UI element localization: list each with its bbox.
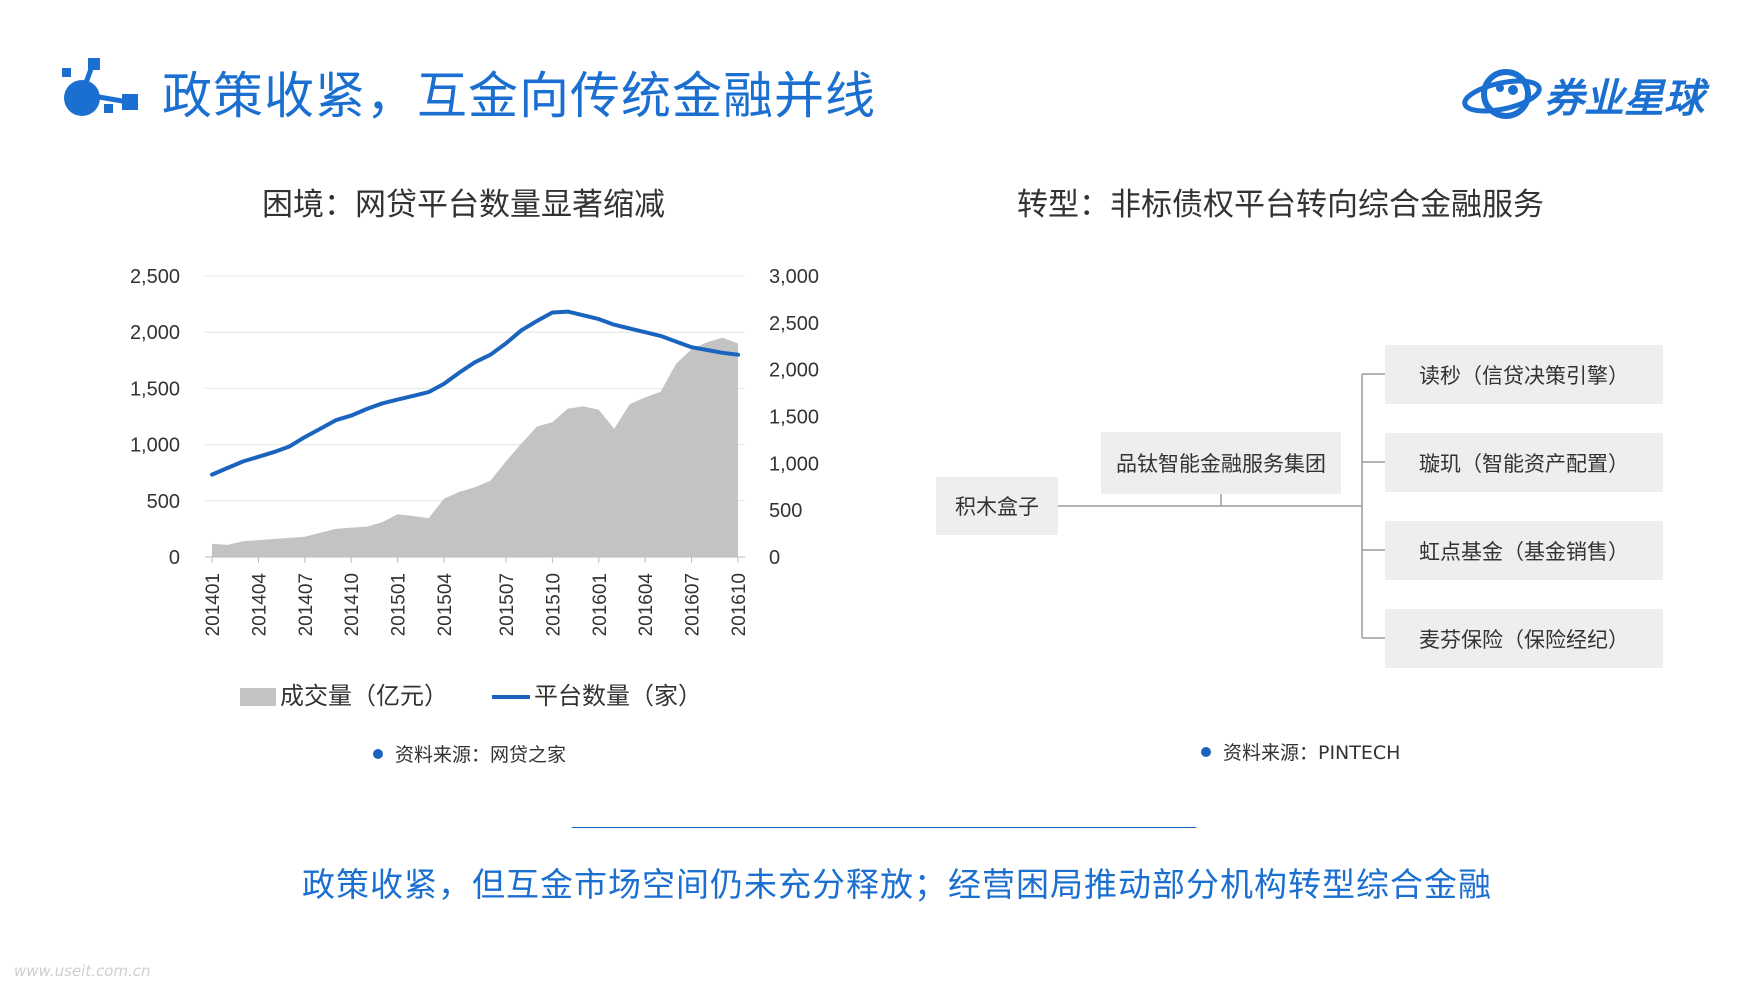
conclusion-text: 政策收紧，但互金市场空间仍未充分释放；经营困局推动部分机构转型综合金融	[302, 865, 1492, 904]
page-title: 政策收紧，互金向传统金融并线	[162, 67, 876, 125]
y-right-tick-label: 1,500	[769, 407, 819, 429]
tree-root-node: 积木盒子	[936, 477, 1058, 535]
y-left-tick-label: 1,000	[130, 435, 180, 457]
watermark: www.useit.com.cn	[14, 962, 151, 980]
x-tick-label: 201407	[296, 573, 317, 636]
x-tick-label: 201410	[342, 573, 363, 636]
left-chart-subtitle: 困境：网贷平台数量显著缩减	[262, 187, 665, 223]
area-series-volume	[212, 337, 738, 557]
y-left-tick-label: 2,000	[130, 322, 180, 344]
tree-child-node: 麦芬保险（保险经纪）	[1385, 609, 1663, 668]
planet-icon	[1462, 69, 1542, 119]
y-right-tick-label: 1,000	[769, 453, 819, 475]
right-diagram-subtitle: 转型：非标债权平台转向综合金融服务	[1017, 187, 1544, 223]
bullet-dot-icon	[1201, 746, 1211, 757]
x-tick-label: 201607	[683, 573, 704, 636]
left-source-note: 资料来源：网贷之家	[373, 740, 566, 767]
dual-axis-area-line-chart: 0 500 1,000 1,500 2,000 2,500 0 500 1,000 1,500 2,…	[130, 266, 819, 636]
x-tick-label: 201610	[729, 573, 750, 636]
right-source-note: 资料来源：PINTECH	[1201, 738, 1400, 765]
y-right-tick-label: 3,000	[769, 266, 819, 288]
y-right-tick-label: 2,000	[769, 360, 819, 382]
right-source-text: 资料来源：PINTECH	[1223, 742, 1401, 764]
logo-molecule-icon	[62, 58, 138, 116]
tree-child-node: 读秒（信贷决策引擎）	[1385, 345, 1663, 404]
legend-item-volume: 成交量（亿元）	[240, 676, 448, 711]
y-left-tick-label: 500	[147, 491, 180, 513]
legend-swatch-line	[492, 695, 530, 699]
x-tick-label: 201401	[203, 573, 224, 636]
legend-label-platforms: 平台数量（家）	[534, 682, 702, 710]
tree-child-node: 虹点基金（基金销售）	[1385, 521, 1663, 580]
x-tick-label: 201604	[636, 573, 657, 637]
y-right-tick-label: 500	[769, 500, 802, 522]
chart-axes	[205, 556, 745, 563]
y-left-tick-label: 0	[169, 547, 180, 569]
divider-line	[572, 827, 1196, 828]
y-left-tick-label: 1,500	[130, 378, 180, 400]
chart-tick-labels: 0 500 1,000 1,500 2,000 2,500 0 500 1,000 1,500 2,…	[130, 266, 819, 636]
legend-item-platforms: 平台数量（家）	[492, 676, 702, 711]
x-tick-label: 201501	[389, 573, 410, 636]
x-tick-label: 201601	[590, 573, 611, 636]
x-tick-label: 201504	[435, 573, 456, 637]
x-tick-label: 201507	[497, 573, 518, 636]
y-right-tick-label: 0	[769, 547, 780, 569]
y-left-tick-label: 2,500	[130, 266, 180, 288]
tree-group-node: 品钛智能金融服务集团	[1101, 432, 1341, 494]
left-source-text: 资料来源：网贷之家	[395, 744, 567, 766]
tree-child-node: 璇玑（智能资产配置）	[1385, 433, 1663, 492]
y-right-tick-label: 2,500	[769, 313, 819, 335]
brand-logo: 券业星球	[1462, 64, 1712, 126]
line-series-platforms	[210, 309, 740, 477]
x-tick-label: 201510	[543, 573, 564, 636]
chart-line-series	[210, 309, 740, 477]
x-tick-label: 201404	[249, 573, 270, 637]
legend-swatch-area	[240, 688, 276, 706]
bullet-dot-icon	[373, 748, 383, 759]
brand-name: 券业星球	[1544, 76, 1704, 122]
legend-label-volume: 成交量（亿元）	[280, 682, 448, 710]
chart-area-series	[212, 337, 738, 557]
